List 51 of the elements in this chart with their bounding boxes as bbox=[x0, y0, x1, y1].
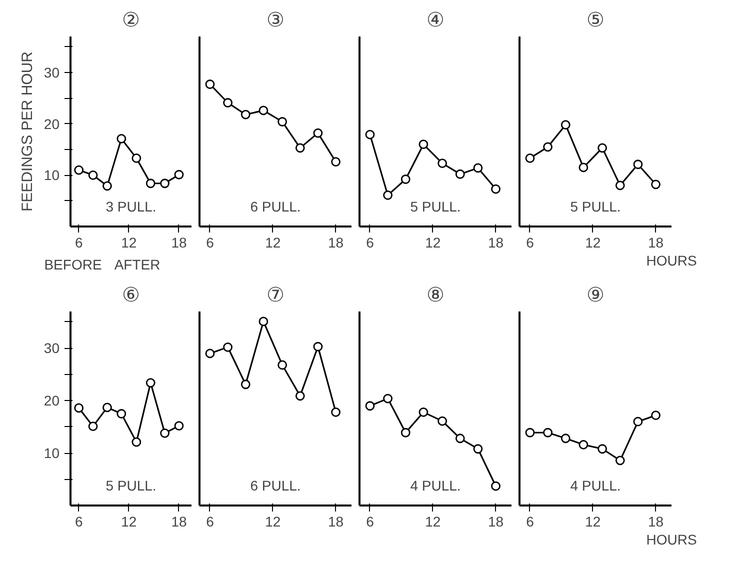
x-tick-label: 18 bbox=[488, 514, 504, 530]
x-tick-label: 6 bbox=[526, 234, 534, 250]
y-tick-label: 30 bbox=[44, 340, 60, 356]
x-tick-label: 6 bbox=[366, 514, 374, 530]
x-tick-label: 12 bbox=[265, 234, 281, 250]
y-tick-label: 20 bbox=[44, 116, 60, 132]
chart-title: ② bbox=[122, 8, 140, 32]
chart-title: ⑨ bbox=[586, 282, 604, 306]
x-tick-label: 6 bbox=[206, 514, 214, 530]
x-axis-title: HOURS bbox=[646, 532, 697, 548]
x-tick-label: 6 bbox=[74, 234, 83, 250]
annotation: 6 PULL. bbox=[250, 198, 301, 214]
x-tick-label: 6 bbox=[366, 234, 374, 250]
x-tick-label: 18 bbox=[328, 514, 344, 530]
x-tick-label: 6 bbox=[206, 234, 214, 250]
annotation: 5 PULL. bbox=[106, 478, 156, 494]
annotation: 4 PULL. bbox=[410, 478, 461, 494]
x-tick-label: 18 bbox=[488, 234, 504, 250]
x-axis-title: HOURS bbox=[646, 252, 697, 268]
x-tick-label: 6 bbox=[526, 514, 534, 530]
chart-title: ⑦ bbox=[266, 282, 284, 306]
x-tick-label: 18 bbox=[328, 234, 344, 250]
y-tick-label: 30 bbox=[44, 64, 60, 80]
x-tick-label: 18 bbox=[648, 514, 664, 530]
chart-title: ③ bbox=[266, 8, 284, 32]
text: AFTER bbox=[114, 256, 160, 272]
annotation: 4 PULL. bbox=[570, 478, 621, 494]
y-tick-label: 20 bbox=[44, 392, 60, 409]
chart-title: ⑤ bbox=[586, 8, 604, 32]
x-tick-label: 12 bbox=[425, 514, 441, 530]
x-tick-label: 18 bbox=[171, 514, 187, 530]
x-tick-label: 12 bbox=[425, 234, 441, 250]
x-tick-label: 18 bbox=[648, 234, 664, 250]
x-tick-label: 12 bbox=[585, 234, 601, 250]
x-tick-label: 12 bbox=[121, 234, 137, 250]
chart-title: ⑥ bbox=[122, 282, 140, 306]
x-tick-label: 12 bbox=[265, 514, 281, 530]
y-tick-label: 10 bbox=[44, 167, 60, 184]
annotation: 6 PULL. bbox=[250, 478, 301, 494]
chart-title: ④ bbox=[426, 8, 444, 32]
y-axis-title: FEEDINGS PER HOUR bbox=[18, 51, 36, 212]
chart-title: ⑧ bbox=[426, 282, 444, 306]
annotation: 3 PULL. bbox=[106, 198, 156, 214]
x-tick-label: 12 bbox=[121, 514, 137, 530]
x-tick-label: 18 bbox=[171, 234, 187, 250]
text: BEFORE bbox=[44, 256, 102, 272]
x-tick-label: 6 bbox=[74, 514, 83, 530]
x-tick-label: 12 bbox=[585, 514, 601, 530]
y-tick-label: 10 bbox=[44, 445, 60, 462]
annotation: 5 PULL. bbox=[410, 198, 461, 214]
annotation: 5 PULL. bbox=[570, 198, 621, 214]
